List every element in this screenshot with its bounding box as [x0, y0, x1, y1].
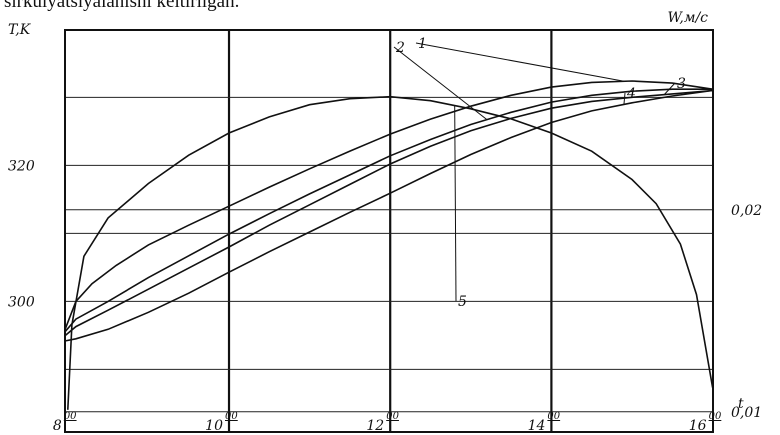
series-1-line — [64, 80, 713, 329]
leader-line-4 — [623, 92, 626, 105]
series-4-line — [65, 89, 713, 342]
curve-label-5: 5 — [458, 294, 467, 310]
leader-line-1 — [415, 42, 625, 82]
x-tick-superscript: 00 — [547, 411, 560, 422]
caption-text: sirkulyatsiyalanishi keltirilgan. — [4, 0, 240, 12]
y-left-axis-label: T,K — [8, 22, 32, 38]
grid — [65, 30, 713, 432]
x-tick-superscript: 00 — [64, 411, 77, 422]
leader-line-3 — [663, 82, 676, 95]
curve-label-4: 4 — [626, 86, 636, 102]
curve-leaders: 12 3 4 5 — [393, 36, 686, 310]
curve-label-1: 1 — [418, 36, 427, 52]
series-5-line — [67, 95, 714, 410]
series-3-line — [64, 89, 713, 337]
y-right-tick-label: 0,02 — [731, 203, 762, 219]
plot-frame — [64, 29, 714, 433]
y-left-tick-label: 320 — [8, 158, 35, 174]
x-tick-label: 12 — [366, 418, 384, 434]
leader-line-2 — [393, 46, 488, 121]
series-2-line — [64, 88, 713, 332]
y-left-tick-label: 300 — [8, 294, 35, 310]
x-tick-label: 16 — [689, 418, 707, 434]
leader-line-5 — [454, 105, 457, 302]
y-right-axis-label: W,м/с — [667, 10, 708, 26]
y-right-tick-label: 0,01 — [731, 405, 762, 421]
x-tick-label: 10 — [205, 418, 223, 434]
curve-label-2: 2 — [395, 40, 405, 56]
x-tick-superscript: 00 — [225, 411, 238, 422]
curve-label-3: 3 — [677, 76, 686, 92]
x-tick-superscript: 00 — [709, 411, 722, 422]
x-tick-label: 8 — [53, 418, 62, 434]
x-axis-label: t — [738, 396, 744, 412]
x-tick-label: 14 — [528, 418, 546, 434]
x-tick-superscript: 00 — [386, 411, 399, 422]
curves — [64, 80, 714, 410]
